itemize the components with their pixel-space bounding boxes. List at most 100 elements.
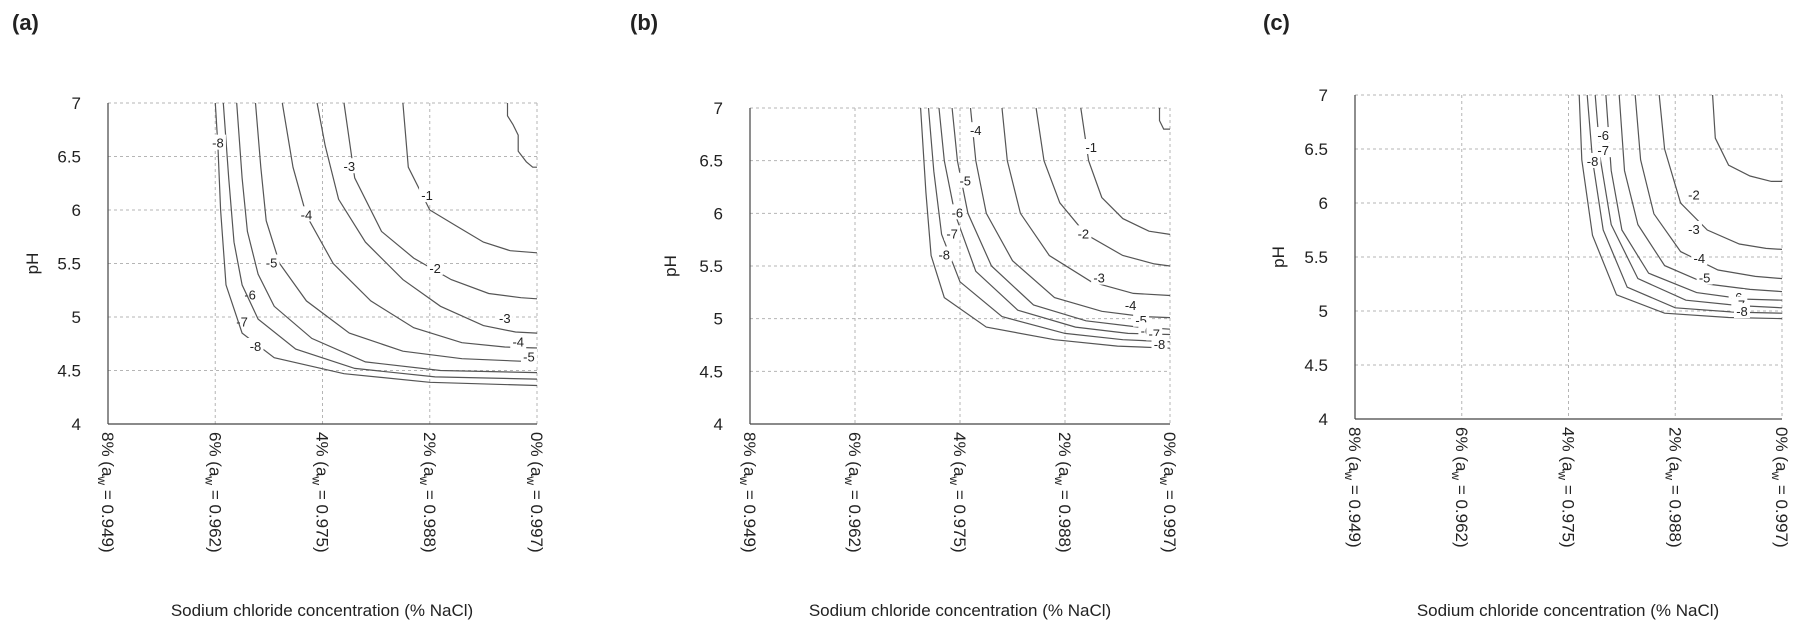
x-axis-title: Sodium chloride concentration (% NaCl) <box>809 601 1111 620</box>
contour-line <box>506 103 537 168</box>
contour-label-bg <box>520 348 537 364</box>
contour-label-bg <box>1691 250 1708 266</box>
contour-label-bg <box>1122 297 1139 313</box>
contour-line <box>254 102 538 363</box>
contour-label: -8 <box>212 136 224 151</box>
panel-label: (a) <box>12 10 39 35</box>
panel-3: (c) 4 4.5 5 5.5 6 6.5 7 8% (aw = 0.949) 6% (aw = … <box>1263 10 1791 620</box>
x-tick-label: 4% (aw = 0.975) <box>1556 427 1578 548</box>
contour-label: -3 <box>1093 271 1105 286</box>
contour-label: -3 <box>499 311 511 326</box>
contour-label: -5 <box>959 174 971 189</box>
contour-label: -3 <box>344 159 356 174</box>
contour-label: -6 <box>244 288 256 303</box>
x-axis-title: Sodium chloride concentration (% NaCl) <box>1417 601 1719 620</box>
contour-line <box>316 102 538 334</box>
x-tick-label: 2% (aw = 0.988) <box>1052 432 1074 553</box>
x-tick-label: 6% (aw = 0.962) <box>202 432 224 553</box>
contour-label: -1 <box>421 188 433 203</box>
y-tick-label: 6 <box>1319 194 1328 213</box>
contour-label: -8 <box>1154 337 1166 352</box>
x-tick-label: 4% (aw = 0.975) <box>310 432 332 553</box>
contour-line <box>281 102 538 349</box>
x-tick-label: 0% (aw = 0.997) <box>1157 432 1179 553</box>
x-tick-label: 2% (aw = 0.988) <box>1662 427 1684 548</box>
contour-label-bg <box>957 172 974 188</box>
contour-label-bg <box>510 333 527 349</box>
contour-line <box>1080 107 1171 235</box>
x-tick-label: 8% (aw = 0.949) <box>95 432 117 553</box>
contour-label: -4 <box>1125 298 1137 313</box>
x-tick-label: 2% (aw = 0.988) <box>417 432 439 553</box>
contour-label-bg <box>1685 221 1702 236</box>
contour-label-bg <box>1075 225 1092 241</box>
y-tick-label: 6.5 <box>1304 140 1328 159</box>
y-tick-label: 5.5 <box>57 255 81 274</box>
contour-label-bg <box>1091 269 1108 285</box>
contour-label-bg <box>1685 186 1702 202</box>
y-tick-label: 5.5 <box>699 257 723 276</box>
contour-label: -7 <box>946 226 958 241</box>
contour-label-bg <box>496 310 513 326</box>
contour-line <box>951 107 1171 330</box>
contour-line <box>402 102 538 254</box>
contour-label-bg <box>1595 127 1612 143</box>
panel-label: (c) <box>1263 10 1290 35</box>
y-tick-label: 6.5 <box>57 148 81 167</box>
y-tick-label: 4 <box>714 415 723 434</box>
y-tick-label: 7 <box>72 94 81 113</box>
panel-label: (b) <box>630 10 658 35</box>
contour-label-bg <box>247 337 264 353</box>
contour-label: -6 <box>1597 128 1609 143</box>
contour-label: -7 <box>1148 326 1160 341</box>
contour-label: -8 <box>938 247 950 262</box>
contour-line <box>1712 94 1782 182</box>
contour-label: -6 <box>952 205 964 220</box>
y-axis-title: pH <box>23 253 42 275</box>
y-tick-label: 7 <box>1319 86 1328 105</box>
contour-label-bg <box>263 254 280 270</box>
contour-label: -5 <box>523 350 535 365</box>
contour-label: -7 <box>1597 143 1609 158</box>
y-tick-label: 5 <box>714 310 723 329</box>
contour-label-bg <box>298 206 315 222</box>
contour-label: -4 <box>1693 251 1705 266</box>
contour-label-bg <box>234 313 251 329</box>
contour-label: -8 <box>250 339 262 354</box>
contour-label-bg <box>209 134 226 150</box>
contour-line <box>222 102 538 380</box>
x-tick-label: 0% (aw = 0.997) <box>524 432 546 553</box>
x-tick-label: 8% (aw = 0.949) <box>737 432 759 553</box>
contour-line <box>236 102 538 374</box>
y-tick-label: 5 <box>1319 302 1328 321</box>
contour-line <box>1035 107 1171 267</box>
contour-label-bg <box>419 187 436 203</box>
y-axis-title: pH <box>661 255 680 277</box>
contour-line <box>1158 108 1170 130</box>
contour-label: -7 <box>236 314 248 329</box>
panel-1: (a) 4 4.5 5 5.5 6 6.5 7 8% (aw = 0.949) 6% (aw = … <box>12 10 546 620</box>
y-tick-label: 6.5 <box>699 152 723 171</box>
contour-label: -3 <box>1688 222 1700 237</box>
contour-label: -5 <box>1135 313 1147 328</box>
contour-label-bg <box>427 259 444 275</box>
contour-line <box>1001 107 1171 297</box>
x-tick-label: 8% (aw = 0.949) <box>1342 427 1364 548</box>
contour-line <box>920 107 1171 349</box>
contour-label-bg <box>341 158 358 174</box>
contour-label-bg <box>944 225 961 241</box>
contour-label: -2 <box>1688 187 1700 202</box>
x-tick-label: 4% (aw = 0.975) <box>947 432 969 553</box>
contour-line <box>927 107 1171 343</box>
contour-label-bg <box>967 122 984 138</box>
contour-label: -5 <box>266 256 278 271</box>
contour-label: -5 <box>1699 271 1711 286</box>
contour-line <box>1634 94 1783 280</box>
y-tick-label: 7 <box>714 99 723 118</box>
contour-line <box>1586 94 1783 314</box>
contour-label-bg <box>1584 152 1601 168</box>
contour-label-bg <box>1696 269 1713 285</box>
contour-line <box>1578 94 1783 320</box>
contour-line <box>214 102 538 387</box>
